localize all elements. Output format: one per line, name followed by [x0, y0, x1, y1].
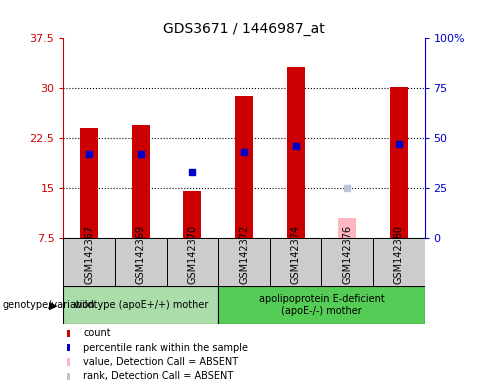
- Bar: [67, 358, 70, 366]
- Bar: [80, 128, 98, 238]
- Bar: [132, 125, 150, 238]
- Bar: [67, 344, 70, 351]
- Text: percentile rank within the sample: percentile rank within the sample: [83, 343, 248, 353]
- Text: apolipoprotein E-deficient
(apoE-/-) mother: apolipoprotein E-deficient (apoE-/-) mot…: [259, 295, 384, 316]
- Bar: [63, 238, 115, 286]
- Text: GSM142367: GSM142367: [84, 225, 94, 284]
- Text: GSM142380: GSM142380: [394, 225, 404, 284]
- Text: value, Detection Call = ABSENT: value, Detection Call = ABSENT: [83, 357, 239, 367]
- Bar: [270, 238, 322, 286]
- Bar: [115, 238, 166, 286]
- Text: count: count: [83, 328, 111, 338]
- Title: GDS3671 / 1446987_at: GDS3671 / 1446987_at: [163, 22, 325, 36]
- Bar: [218, 238, 270, 286]
- Bar: [322, 238, 373, 286]
- Bar: [67, 373, 70, 380]
- Text: wildtype (apoE+/+) mother: wildtype (apoE+/+) mother: [74, 300, 208, 310]
- Bar: [286, 67, 305, 238]
- Text: rank, Detection Call = ABSENT: rank, Detection Call = ABSENT: [83, 371, 234, 381]
- Text: genotype/variation: genotype/variation: [2, 300, 95, 310]
- Bar: [218, 286, 425, 324]
- Text: GSM142374: GSM142374: [290, 225, 301, 284]
- Text: GSM142376: GSM142376: [342, 225, 352, 284]
- Bar: [166, 238, 218, 286]
- Bar: [67, 330, 70, 337]
- Bar: [63, 286, 218, 324]
- Bar: [235, 96, 253, 238]
- Bar: [390, 87, 408, 238]
- Text: ▶: ▶: [49, 300, 58, 310]
- Bar: [338, 218, 356, 238]
- Bar: [183, 192, 202, 238]
- Text: GSM142370: GSM142370: [187, 225, 198, 284]
- Text: GSM142369: GSM142369: [136, 225, 146, 284]
- Bar: [373, 238, 425, 286]
- Text: GSM142372: GSM142372: [239, 224, 249, 284]
